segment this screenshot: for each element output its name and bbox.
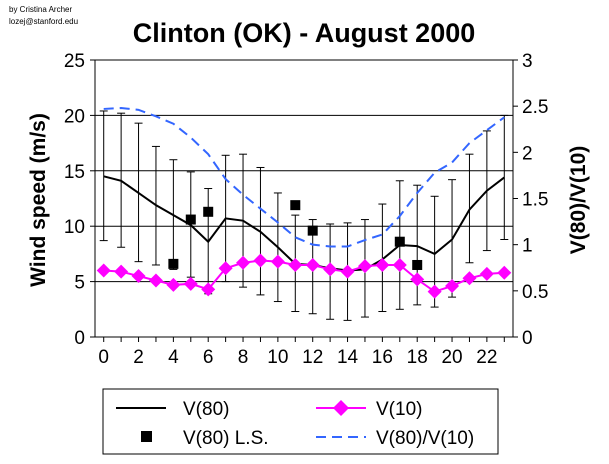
error-bar (99, 110, 108, 242)
legend-box (102, 388, 499, 455)
v10-diamond-marker (497, 265, 512, 280)
v10-diamond-marker (375, 257, 390, 272)
y2-tick-label: 2.5 (522, 97, 548, 118)
y2-tick-label: 2 (522, 143, 533, 164)
v80-ls-square-marker (394, 236, 405, 247)
legend: V(80) V(10) V(80) L.S. V(80)/V(10) (102, 388, 499, 455)
y-tick-label: 0 (74, 328, 85, 349)
v10-diamond-marker (183, 276, 198, 291)
v10-diamond-marker (236, 255, 251, 270)
x-axis: 0 2 4 6 8 10 12 14 16 18 20 22 (98, 337, 505, 368)
v10-diamond-marker (479, 266, 494, 281)
x-tick-label: 10 (267, 347, 288, 368)
v80-ls-square-marker (185, 214, 196, 225)
y2-tick-label: 0 (522, 328, 533, 349)
y-axis-label: Wind speed (m/s) (27, 113, 50, 287)
v10-diamond-marker (462, 271, 477, 286)
series-markers (96, 200, 512, 299)
v10-diamond-marker (96, 263, 111, 278)
x-tick-label: 12 (302, 347, 323, 368)
x-tick-label: 0 (98, 347, 109, 368)
v10-diamond-marker (218, 261, 233, 276)
legend-marker-v80-ls (141, 431, 152, 442)
v10-diamond-marker (114, 264, 129, 279)
chart-title: Clinton (OK) - August 2000 (133, 18, 476, 48)
y-axis-left: 0 5 10 15 20 25 (64, 51, 95, 349)
v10-diamond-marker (323, 262, 338, 277)
y-tick-label: 10 (64, 217, 85, 238)
y-tick-label: 5 (74, 273, 85, 294)
series-line-ratio (103, 107, 505, 248)
x-tick-label: 16 (372, 347, 393, 368)
y2-axis-label: V(80)/V(10) (567, 146, 590, 255)
y-tick-label: 20 (64, 106, 85, 127)
x-tick-label: 22 (476, 347, 497, 368)
x-tick-label: 20 (441, 347, 462, 368)
v80-ls-square-marker (203, 206, 214, 217)
v10-diamond-marker (427, 284, 442, 299)
v80-ls-square-marker (307, 225, 318, 236)
v10-diamond-marker (392, 257, 407, 272)
x-tick-label: 2 (133, 347, 144, 368)
v80-ls-square-marker (168, 258, 179, 269)
legend-label-v10: V(10) (376, 399, 422, 420)
x-tick-label: 18 (407, 347, 428, 368)
v10-diamond-marker (148, 273, 163, 288)
y-axis-right: 0 0.5 1 1.5 2 2.5 3 (513, 51, 548, 349)
legend-marker-v10 (333, 400, 349, 416)
v80-ls-square-marker (412, 259, 423, 270)
plot-area (94, 59, 514, 338)
x-tick-label: 4 (168, 347, 179, 368)
x-tick-label: 6 (203, 347, 214, 368)
v10-diamond-marker (410, 272, 425, 287)
legend-label-v80-ls: V(80) L.S. (183, 428, 269, 449)
v10-diamond-marker (288, 257, 303, 272)
y2-tick-label: 1.5 (522, 190, 548, 211)
error-bar (378, 203, 387, 313)
legend-label-v80: V(80) (183, 399, 229, 420)
x-tick-label: 14 (337, 347, 359, 368)
gridlines (95, 114, 513, 283)
credit-name: by Cristina Archer (9, 5, 72, 14)
y2-tick-label: 1 (522, 236, 533, 257)
x-tick-label: 8 (238, 347, 249, 368)
v10-diamond-marker (340, 264, 355, 279)
y2-tick-label: 3 (522, 51, 533, 72)
y-tick-label: 25 (64, 51, 85, 72)
y2-tick-label: 0.5 (522, 282, 548, 303)
credit-email: lozej@stanford.edu (9, 17, 78, 26)
v10-diamond-marker (305, 257, 320, 272)
legend-label-ratio: V(80)/V(10) (376, 428, 474, 449)
v80-ls-square-marker (290, 200, 301, 211)
v10-diamond-marker (253, 253, 268, 268)
v10-diamond-marker (201, 282, 216, 297)
y-tick-label: 15 (64, 162, 85, 183)
v10-diamond-marker (445, 279, 460, 294)
v10-diamond-marker (270, 254, 285, 269)
v10-diamond-marker (131, 269, 146, 284)
v10-diamond-marker (166, 277, 181, 292)
v10-diamond-marker (357, 259, 372, 274)
